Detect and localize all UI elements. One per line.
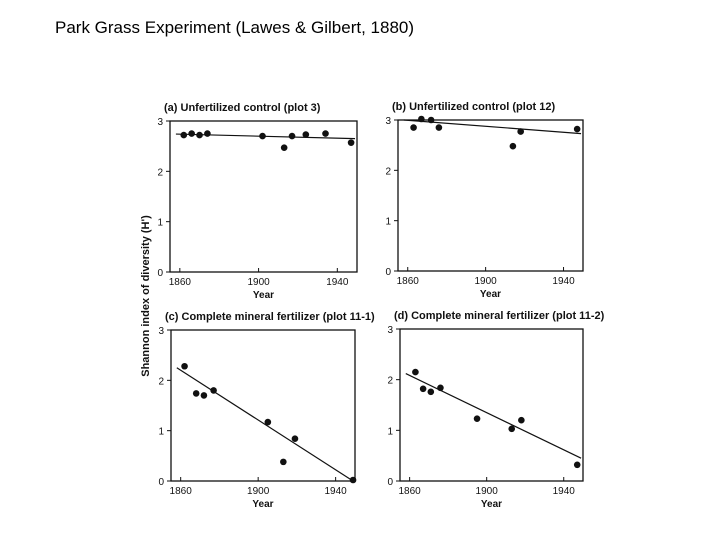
panel-d-data-point bbox=[419, 385, 427, 393]
panel-c-data-point bbox=[349, 476, 357, 484]
panel-b-data-point bbox=[427, 116, 435, 124]
panel-c-ytick-label: 0 bbox=[158, 477, 164, 488]
panel-b-data-point bbox=[573, 125, 581, 133]
panel-b-x-label: Year bbox=[480, 289, 501, 300]
panel-d-ytick-label: 1 bbox=[387, 426, 393, 437]
panel-a-data-point bbox=[259, 132, 266, 140]
panel-a-x-label: Year bbox=[253, 290, 274, 301]
panel-a-xtick-label: 1900 bbox=[247, 277, 270, 288]
panel-a-data-point bbox=[280, 144, 288, 151]
panel-c-xtick-label: 1860 bbox=[170, 486, 193, 497]
panel-c-data-point bbox=[280, 458, 287, 466]
panel-b-frame bbox=[397, 119, 584, 272]
panel-c-data-point bbox=[192, 390, 200, 397]
panel-d-ytick-label: 0 bbox=[387, 477, 393, 488]
panel-a-ytick-label: 0 bbox=[157, 268, 163, 279]
panel-c-data-point bbox=[181, 362, 188, 370]
panel-c-data-point bbox=[264, 418, 272, 426]
panel-d-x-label: Year bbox=[481, 499, 502, 510]
panel-d-data-point bbox=[573, 461, 581, 469]
panel-d-data-point bbox=[518, 416, 525, 424]
panel-a-data-point bbox=[347, 139, 355, 146]
panel-d-data-point bbox=[508, 425, 516, 433]
panel-d-data-point bbox=[437, 384, 444, 392]
panel-a-xtick-label: 1940 bbox=[326, 277, 349, 288]
panel-c-ytick-label: 3 bbox=[158, 326, 164, 337]
panel-b-data-point bbox=[509, 142, 517, 150]
panel-c-ytick-label: 1 bbox=[158, 427, 164, 438]
panel-b-data-point bbox=[435, 124, 443, 131]
panel-a-data-point bbox=[188, 130, 195, 137]
panel-d-frame bbox=[399, 328, 584, 482]
panel-a-data-point bbox=[288, 132, 296, 140]
panel-a-ytick-label: 3 bbox=[157, 117, 163, 128]
panel-b-ytick-label: 2 bbox=[385, 166, 391, 177]
panel-d-data-point bbox=[412, 368, 419, 376]
panel-b-ytick-label: 0 bbox=[385, 267, 391, 278]
panel-a-xtick-label: 1860 bbox=[169, 277, 192, 288]
panel-c-data-point bbox=[200, 392, 208, 399]
panel-b-xtick-label: 1860 bbox=[397, 276, 420, 287]
panel-a-frame bbox=[169, 120, 358, 273]
panel-a-title: (a) Unfertilized control (plot 3) bbox=[164, 102, 321, 114]
panel-d-ytick-label: 2 bbox=[387, 376, 393, 387]
panel-c-data-point bbox=[291, 435, 299, 443]
panel-d-xtick-label: 1900 bbox=[476, 486, 499, 497]
panel-a-data-point bbox=[322, 130, 329, 137]
panel-a-data-point bbox=[204, 130, 211, 137]
panel-b-data-point bbox=[418, 115, 425, 123]
panel-b-title: (b) Unfertilized control (plot 12) bbox=[392, 101, 555, 113]
panel-d-ytick-label: 3 bbox=[387, 325, 393, 336]
panel-b-ytick-label: 1 bbox=[385, 217, 391, 228]
panel-c-ytick-label: 2 bbox=[158, 376, 164, 387]
panel-d-trend-line bbox=[405, 373, 582, 459]
panel-b-data-point bbox=[517, 128, 524, 135]
panel-d-title: (d) Complete mineral fertilizer (plot 11… bbox=[394, 310, 605, 322]
panel-d-data-point bbox=[427, 388, 435, 396]
panel-b-xtick-label: 1900 bbox=[475, 276, 498, 287]
panel-c-frame bbox=[170, 329, 356, 482]
panel-c-trend-line bbox=[176, 367, 354, 482]
panel-d-data-point bbox=[473, 415, 481, 422]
panel-a-data-point bbox=[302, 131, 310, 138]
panel-c-xtick-label: 1940 bbox=[325, 486, 348, 497]
panel-c-x-label: Year bbox=[252, 499, 273, 510]
panel-b-data-point bbox=[410, 124, 417, 131]
panel-c-xtick-label: 1900 bbox=[247, 486, 270, 497]
slide-title: Park Grass Experiment (Lawes & Gilbert, … bbox=[55, 18, 415, 37]
panel-c-data-point bbox=[210, 387, 217, 394]
panel-a-data-point bbox=[180, 131, 188, 139]
panel-b-ytick-label: 3 bbox=[385, 116, 391, 127]
panel-d-xtick-label: 1860 bbox=[399, 486, 422, 497]
panel-c-title: (c) Complete mineral fertilizer (plot 11… bbox=[165, 311, 375, 323]
panel-a-ytick-label: 1 bbox=[157, 218, 163, 229]
panel-a-ytick-label: 2 bbox=[157, 167, 163, 178]
panel-b-xtick-label: 1940 bbox=[552, 276, 575, 287]
panel-a-data-point bbox=[196, 131, 203, 139]
panel-d-xtick-label: 1940 bbox=[553, 486, 576, 497]
y-axis-label: Shannon index of diversity (H') bbox=[140, 215, 152, 377]
